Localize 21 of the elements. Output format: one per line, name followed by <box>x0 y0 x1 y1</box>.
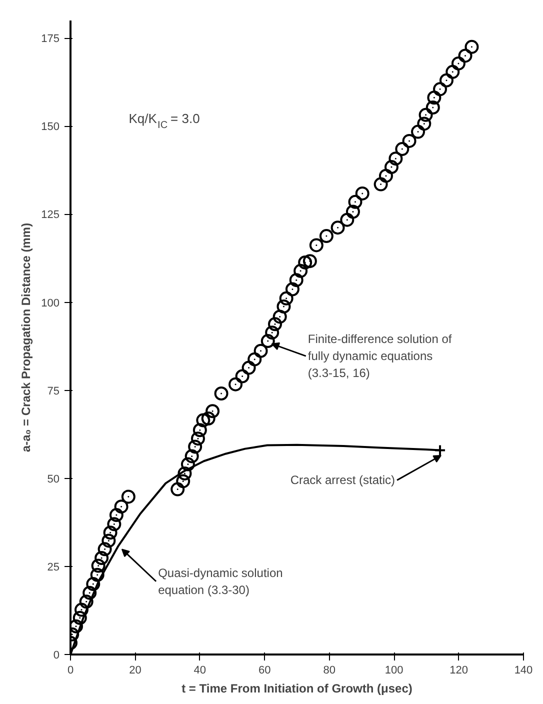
annotation: Quasi-dynamic solution equation (3.3-30) <box>158 566 283 597</box>
x-tick-label: 20 <box>129 664 142 676</box>
x-tick-label: 0 <box>67 664 74 676</box>
annotation: Finite-difference solution of fully dynamic equations (3.3-15, 16) <box>308 332 452 380</box>
y-tick-label: 150 <box>41 121 60 134</box>
y-tick-label: 175 <box>41 33 60 46</box>
y-tick-label: 125 <box>41 209 60 222</box>
x-axis-title: t = Time From Initiation of Growth (μsec) <box>182 682 412 696</box>
annotation: Crack arrest (static) <box>290 473 396 488</box>
x-tick-label: 140 <box>514 664 533 676</box>
x-tick-label: 80 <box>323 664 336 676</box>
y-tick-label: 0 <box>53 650 60 662</box>
y-tick-label: 75 <box>47 385 60 398</box>
y-tick-label: 25 <box>47 561 60 574</box>
y-axis-title: a-a₀ = Crack Propagation Distance (mm) <box>19 222 34 452</box>
x-tick-label: 100 <box>384 664 404 676</box>
x-tick-label: 120 <box>450 664 468 676</box>
y-tick-label: 50 <box>47 473 60 486</box>
x-tick-label: 40 <box>194 664 206 676</box>
y-tick-label: 100 <box>41 297 60 310</box>
x-tick-label: 60 <box>258 664 271 676</box>
